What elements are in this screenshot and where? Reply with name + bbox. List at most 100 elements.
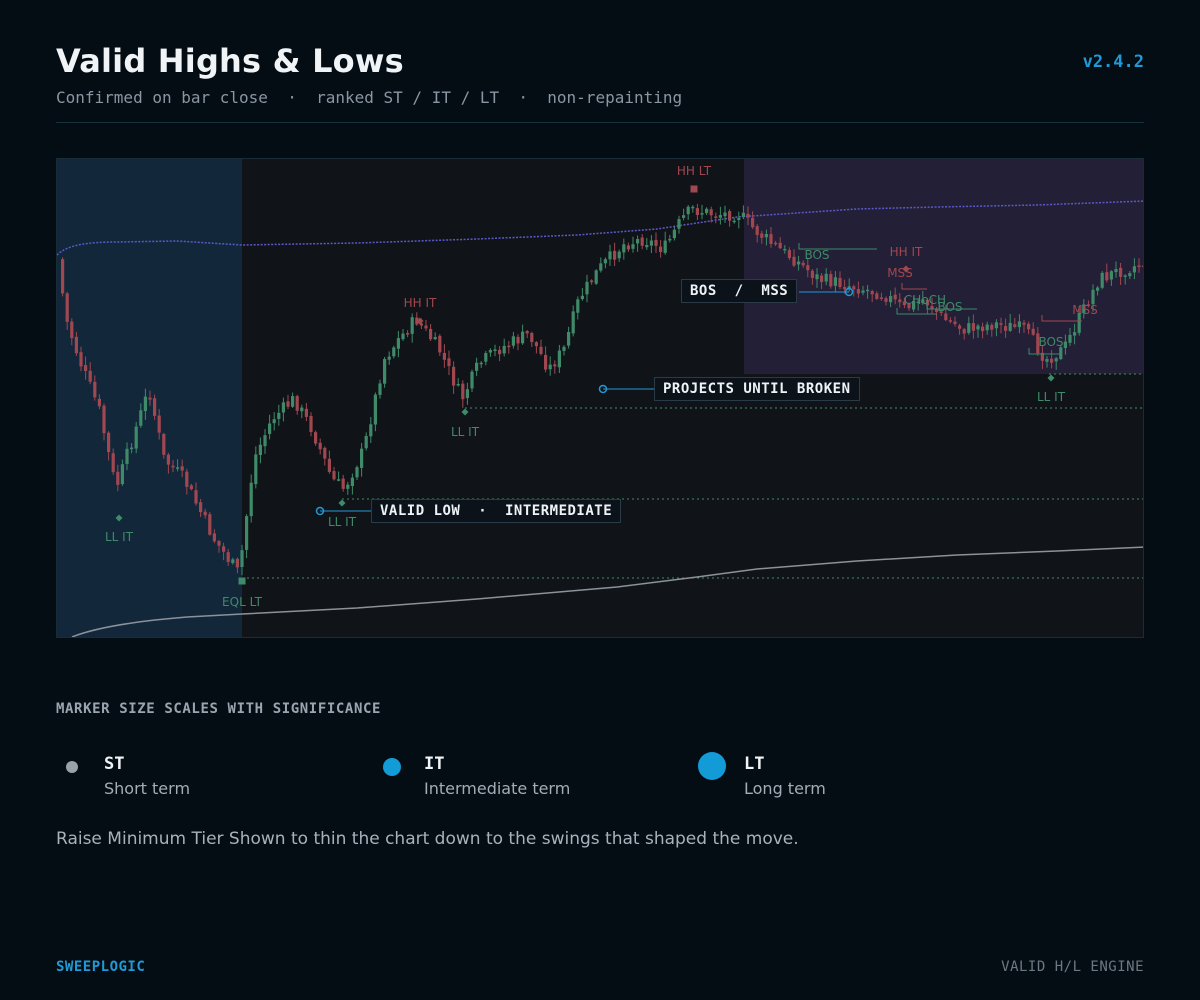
legend-code: IT	[424, 754, 445, 774]
candle	[369, 416, 373, 443]
swing-label: EQL LT	[222, 595, 263, 609]
swing-marker-diamond-icon	[338, 499, 346, 507]
candle	[820, 273, 824, 290]
candle	[677, 215, 681, 234]
candle	[608, 244, 612, 266]
candle	[116, 464, 120, 492]
candle	[797, 255, 801, 271]
candle	[502, 338, 506, 357]
candle	[346, 481, 350, 495]
candle	[130, 443, 134, 454]
candle	[741, 205, 745, 220]
candle	[120, 459, 124, 486]
candle	[189, 483, 193, 491]
candle	[732, 217, 736, 224]
structure-bracket	[896, 308, 937, 315]
candle	[1068, 327, 1072, 346]
candle	[879, 292, 883, 301]
swing-label: LL IT	[451, 425, 480, 439]
legend-note: Raise Minimum Tier Shown to thin the cha…	[56, 829, 799, 849]
candle	[102, 403, 106, 441]
brand-name[interactable]: SWEEPLOGIC	[56, 959, 146, 975]
candle	[61, 257, 65, 297]
candle	[746, 206, 750, 226]
callout-projects-until-broken: PROJECTS UNTIL BROKEN	[654, 377, 860, 401]
candle	[1059, 345, 1063, 361]
candle	[530, 331, 534, 348]
candle	[958, 323, 962, 335]
swing-marker-diamond-icon	[416, 317, 424, 325]
candle	[843, 279, 847, 294]
candle	[769, 226, 773, 248]
candle	[295, 394, 299, 415]
candle	[341, 474, 345, 492]
candle	[88, 362, 92, 385]
structure-bracket	[1041, 315, 1082, 322]
candle	[810, 268, 814, 285]
candle	[65, 291, 69, 330]
candle	[291, 392, 295, 408]
swing-marker-diamond-icon	[115, 514, 123, 522]
candle	[1031, 322, 1035, 336]
structure-bracket	[901, 283, 927, 290]
candle	[226, 549, 230, 566]
candle	[815, 268, 819, 288]
candle	[907, 302, 911, 311]
structure-label: BOS	[804, 248, 829, 262]
candle	[199, 498, 203, 518]
candle	[93, 375, 97, 401]
candle	[875, 291, 879, 300]
candle	[258, 437, 262, 464]
candle	[567, 326, 571, 349]
candle	[921, 290, 925, 305]
candle	[521, 324, 525, 345]
candle	[686, 205, 690, 220]
candle	[134, 421, 138, 454]
candle	[337, 471, 341, 482]
candle	[898, 293, 902, 308]
callout-anchor-icon	[598, 384, 608, 394]
candle	[580, 288, 584, 301]
candle	[272, 412, 276, 431]
candle	[222, 542, 226, 561]
candle	[332, 466, 336, 481]
candle	[824, 268, 828, 286]
candle	[640, 234, 644, 250]
candle	[981, 322, 985, 339]
candle	[281, 397, 285, 422]
candle	[626, 242, 630, 252]
candle	[79, 346, 83, 372]
candle	[208, 511, 212, 536]
candle	[705, 207, 709, 216]
candle	[148, 390, 152, 406]
candle	[153, 394, 157, 420]
candle	[544, 346, 548, 373]
candle	[525, 329, 529, 339]
candle	[452, 361, 456, 394]
candle	[139, 403, 143, 428]
candle	[672, 226, 676, 241]
candle	[603, 257, 607, 269]
candle	[304, 403, 308, 422]
legend-heading: MARKER SIZE SCALES WITH SIGNIFICANCE	[56, 701, 382, 717]
candle	[373, 392, 377, 432]
candle	[493, 344, 497, 357]
candle	[1096, 285, 1100, 296]
legend-item-it: IT Intermediate term	[376, 752, 676, 802]
candle	[249, 474, 253, 523]
candle	[475, 357, 479, 377]
candle	[967, 316, 971, 335]
candle	[576, 296, 580, 320]
candle	[1008, 314, 1012, 332]
candle	[1027, 321, 1031, 335]
swing-marker-diamond-icon	[902, 265, 910, 273]
candle	[617, 249, 621, 262]
zone-premium	[744, 159, 1143, 374]
structure-bracket	[798, 243, 877, 250]
candle	[1086, 300, 1090, 308]
candle	[1017, 314, 1021, 334]
candle	[856, 281, 860, 298]
swing-label: HH IT	[890, 245, 923, 259]
candle	[498, 346, 502, 362]
